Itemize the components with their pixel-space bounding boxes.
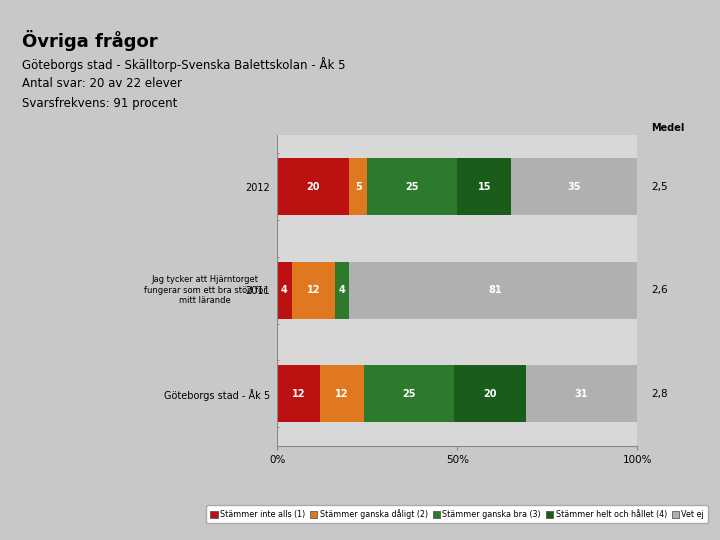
- Text: Göteborgs stad - Skälltorp-Svenska Balettskolan - Åk 5: Göteborgs stad - Skälltorp-Svenska Balet…: [22, 57, 345, 72]
- Bar: [367, 158, 457, 215]
- Legend: Stämmer inte alls (1), Stämmer ganska dåligt (2), Stämmer ganska bra (3), Stämme: Stämmer inte alls (1), Stämmer ganska då…: [207, 505, 708, 523]
- Text: 20: 20: [307, 182, 320, 192]
- Text: 25: 25: [405, 182, 419, 192]
- Text: 4: 4: [338, 285, 346, 295]
- Text: 4: 4: [281, 285, 288, 295]
- Bar: [277, 365, 320, 422]
- Text: Övriga frågor: Övriga frågor: [22, 30, 157, 51]
- Text: 35: 35: [567, 182, 581, 192]
- Text: Antal svar: 20 av 22 elever: Antal svar: 20 av 22 elever: [22, 77, 181, 90]
- Text: 12: 12: [292, 389, 305, 399]
- Text: 2,8: 2,8: [652, 389, 668, 399]
- Bar: [335, 262, 349, 319]
- Bar: [349, 262, 641, 319]
- Text: 2,5: 2,5: [652, 182, 668, 192]
- Bar: [454, 365, 526, 422]
- Bar: [511, 158, 637, 215]
- Bar: [526, 365, 637, 422]
- Text: 25: 25: [402, 389, 415, 399]
- Text: 20: 20: [483, 389, 496, 399]
- Text: 31: 31: [575, 389, 588, 399]
- Bar: [292, 262, 335, 319]
- Text: 81: 81: [488, 285, 502, 295]
- Text: Jag tycker att Hjärntorget
fungerar som ett bra stöd för
mitt lärande: Jag tycker att Hjärntorget fungerar som …: [144, 275, 266, 305]
- Text: 15: 15: [477, 182, 491, 192]
- Text: 12: 12: [336, 389, 348, 399]
- Bar: [277, 158, 349, 215]
- Text: 2,6: 2,6: [652, 285, 668, 295]
- Bar: [277, 262, 292, 319]
- Text: 5: 5: [355, 182, 361, 192]
- Bar: [364, 365, 454, 422]
- Bar: [349, 158, 367, 215]
- Text: Svarsfrekvens: 91 procent: Svarsfrekvens: 91 procent: [22, 97, 177, 110]
- Text: Medel: Medel: [652, 123, 685, 133]
- Bar: [320, 365, 364, 422]
- Bar: [457, 158, 511, 215]
- Text: 12: 12: [307, 285, 320, 295]
